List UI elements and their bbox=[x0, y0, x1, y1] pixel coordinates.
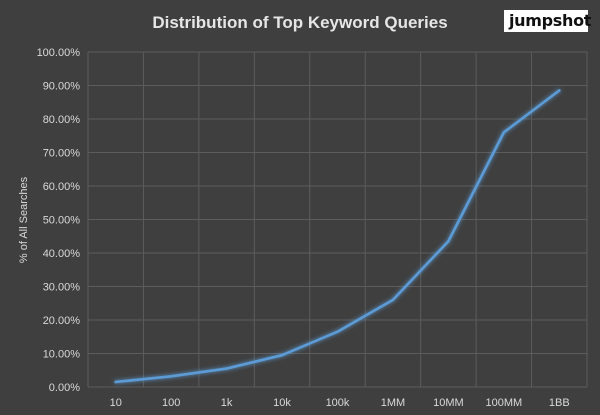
data-point bbox=[502, 131, 506, 134]
y-tick-label: 20.00% bbox=[43, 315, 81, 327]
y-tick-label: 50.00% bbox=[43, 215, 81, 227]
x-tick-label: 1BB bbox=[549, 397, 570, 409]
data-point bbox=[391, 298, 395, 302]
x-tick-labels: 10 100 1k 10k 100k 1MM 10MM 100MM 1BB bbox=[110, 397, 570, 409]
x-tick-label: 100k bbox=[326, 397, 350, 409]
y-tick-label: 90.00% bbox=[43, 81, 81, 93]
y-tick-label: 80.00% bbox=[43, 114, 81, 126]
y-tick-labels: 0.00% 10.00% 20.00% 30.00% 40.00% 50.00% 60.00… bbox=[37, 47, 81, 394]
x-tick-label: 10MM bbox=[433, 397, 464, 409]
data-point bbox=[557, 89, 561, 92]
y-tick-label: 70.00% bbox=[43, 148, 81, 160]
series-layer bbox=[114, 89, 561, 384]
y-tick-label: 30.00% bbox=[43, 282, 81, 294]
y-axis-label: % of All Searches bbox=[18, 176, 30, 263]
logo-text: jumpshot bbox=[509, 11, 592, 30]
data-point bbox=[280, 353, 284, 357]
y-tick-label: 10.00% bbox=[43, 349, 81, 361]
y-tick-label: 40.00% bbox=[43, 248, 81, 260]
grid-lines bbox=[87, 51, 588, 388]
data-point bbox=[447, 239, 450, 243]
y-tick-label: 60.00% bbox=[43, 181, 81, 193]
x-tick-label: 100 bbox=[162, 397, 180, 409]
x-tick-label: 100MM bbox=[485, 397, 522, 409]
x-tick-label: 10k bbox=[273, 397, 291, 409]
y-tick-label: 100.00% bbox=[37, 47, 81, 59]
chart-title: Distribution of Top Keyword Queries bbox=[152, 13, 447, 32]
data-point bbox=[225, 367, 228, 370]
y-tick-label: 0.00% bbox=[49, 382, 80, 394]
series-line bbox=[114, 89, 561, 384]
x-tick-label: 1MM bbox=[381, 397, 405, 409]
x-tick-label: 10 bbox=[110, 397, 122, 409]
data-point bbox=[114, 380, 118, 384]
jumpshot-logo: jumpshot bbox=[504, 10, 592, 32]
data-point bbox=[336, 330, 339, 334]
x-tick-label: 1k bbox=[221, 397, 233, 409]
data-point bbox=[169, 374, 173, 378]
